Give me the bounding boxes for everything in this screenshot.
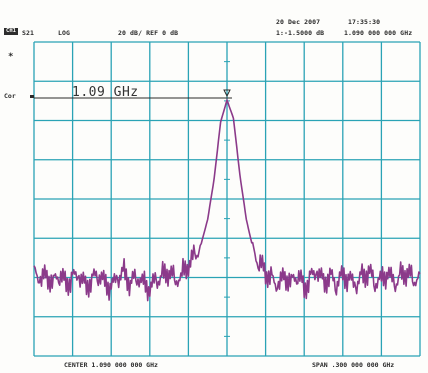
- marker-triangle-icon: [223, 89, 231, 98]
- scale-ref-label: 20 dB/ REF 0 dB: [118, 29, 179, 37]
- span-label: SPAN .300 000 000 GHz: [312, 361, 395, 369]
- correction-label: Cor: [4, 92, 16, 100]
- trace: [33, 99, 421, 302]
- star-indicator: *: [8, 52, 14, 62]
- trace-line: [33, 99, 421, 302]
- center-frequency-label: CENTER 1.090 000 000 GHz: [64, 361, 158, 369]
- channel-badge: CH1: [4, 28, 18, 35]
- marker-label: 1.09 GHz: [72, 85, 139, 100]
- marker-freq-readout: 1.090 000 000 GHz: [344, 29, 413, 37]
- ref-arrow-icon: [30, 95, 34, 98]
- date-label: 20 Dec 2007: [276, 18, 321, 26]
- marker-symbol: [223, 89, 231, 98]
- time-label: 17:35:30: [348, 18, 381, 26]
- parameter-label: S21: [22, 29, 35, 37]
- marker-readout: 1:-1.5000 dB: [276, 29, 325, 37]
- format-label: LOG: [58, 29, 71, 37]
- graticule: [33, 41, 421, 357]
